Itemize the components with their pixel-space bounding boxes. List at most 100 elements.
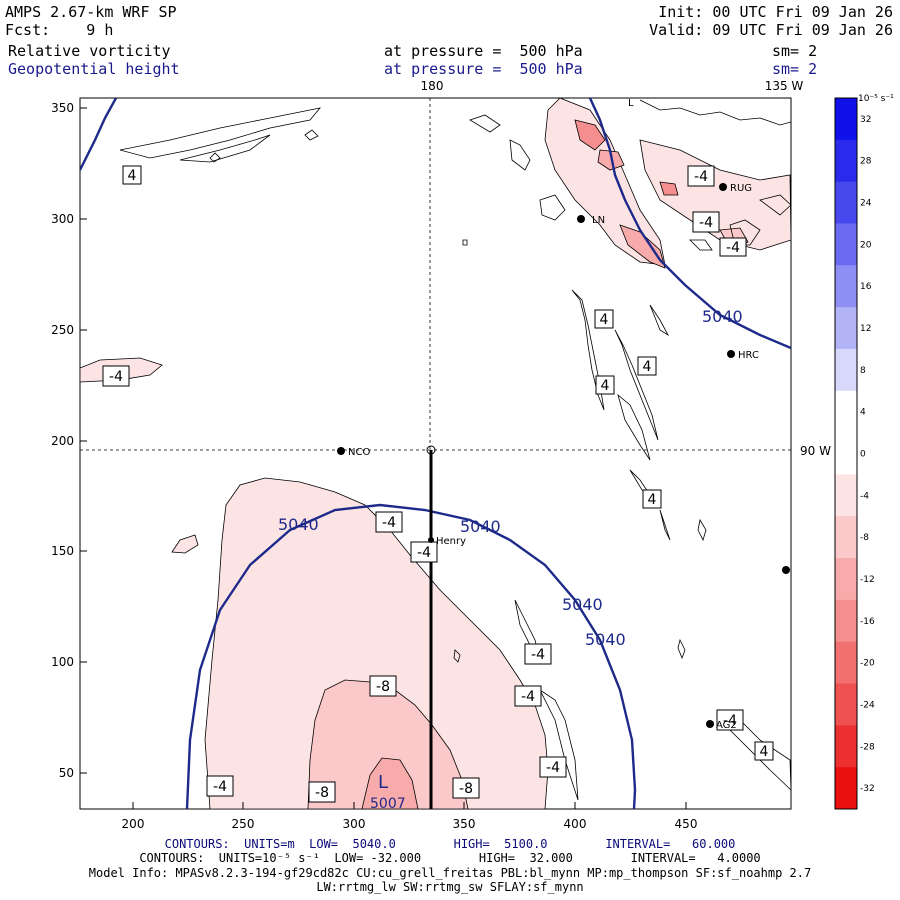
field-geopotential: Geopotential height (8, 60, 180, 78)
vort-label-text: -4 (531, 647, 545, 663)
vort-label: -4 (539, 756, 567, 778)
vort-label-text: -4 (546, 760, 560, 776)
colorbar-cell (835, 139, 857, 183)
station-label: AG2 (716, 720, 737, 731)
station[interactable]: NCO (337, 447, 370, 458)
station-label: HRC (738, 350, 759, 361)
colorbar-tick-label: 0 (860, 450, 866, 460)
y-tick-200: 200 (51, 434, 74, 448)
vort-label: 4 (754, 741, 774, 761)
y-tick-300: 300 (51, 212, 74, 226)
lon-label-135w: 135 W (765, 79, 804, 93)
vort-label: -4 (375, 511, 403, 533)
x-tick-450: 450 (675, 817, 698, 831)
pos-vort-streak-6 (538, 688, 579, 801)
pos-vort-small-7 (453, 649, 461, 663)
pos-vort-small-5 (659, 509, 671, 541)
vort-label-text: 4 (760, 744, 769, 760)
pos-vort-cluster-3 (689, 239, 713, 251)
height-contour-upper-left (80, 98, 118, 171)
vort-label-text: -4 (382, 515, 396, 531)
field-vorticity: Relative vorticity (8, 42, 171, 60)
station[interactable]: RUG (719, 183, 752, 194)
x-tick-400: 400 (564, 817, 587, 831)
colorbar-tick-label: 16 (860, 282, 872, 292)
vort-label: -4 (514, 685, 542, 707)
x-axis: 200 250 300 350 400 450 (122, 802, 698, 831)
colorbar-cell (835, 98, 857, 141)
footer-vorticity-contours: CONTOURS: UNITS=10⁻⁵ s⁻¹ LOW= -32.000 HI… (139, 851, 761, 865)
colorbar-tick-label: 4 (860, 408, 866, 418)
vort-label-text: -4 (694, 169, 708, 185)
model-title: AMPS 2.67-km WRF SP (5, 3, 177, 21)
stations: RUG LN HRC NCO Henry AG2 L (337, 98, 790, 731)
colorbar-cell (835, 181, 857, 224)
vort-label: -4 (716, 709, 744, 731)
pos-vort-streak-5 (617, 393, 651, 461)
vort-label: -8 (369, 675, 397, 697)
vorticity-contours (119, 99, 791, 801)
vorticity-fills (80, 98, 791, 809)
pos-vort-small-1 (209, 152, 221, 163)
vort-label-text: 4 (643, 359, 652, 375)
vort-label: -4 (410, 541, 438, 563)
smoothing-geopotential: sm= 2 (772, 60, 818, 78)
level-vorticity: at pressure = 500 hPa (384, 42, 583, 60)
y-tick-150: 150 (51, 544, 74, 558)
colorbar-cell (835, 474, 857, 517)
pos-vort-small-8 (697, 518, 707, 542)
colorbar-tick-label: 8 (860, 366, 866, 376)
pos-vort-streak-4 (614, 329, 659, 441)
colorbar-frame (834, 97, 858, 810)
height-contours (80, 98, 791, 809)
y-tick-50: 50 (59, 766, 74, 780)
station[interactable]: LN (577, 215, 605, 226)
lon-label-180: 180 (421, 79, 444, 93)
colorbar-cell (835, 599, 857, 643)
smoothing-vorticity: sm= 2 (772, 42, 818, 60)
y-tick-250: 250 (51, 323, 74, 337)
pos-vort-cluster-5 (759, 194, 791, 216)
colorbar-cell (835, 725, 857, 768)
colorbar-cell (835, 558, 857, 601)
colorbar-tick-label: 28 (860, 157, 872, 167)
vort-label: 4 (594, 309, 614, 329)
colorbar-tick-label: 24 (860, 199, 872, 209)
level-geopotential: at pressure = 500 hPa (384, 60, 583, 78)
height-label-2: 5040 (460, 517, 501, 536)
station[interactable]: L (628, 98, 634, 109)
colorbar-cell (835, 767, 857, 810)
vort-label: -8 (452, 777, 480, 799)
neg-vort-inner-core (361, 757, 419, 809)
colorbar-tick-label: -8 (860, 533, 869, 543)
pos-vort-cluster-8 (639, 99, 791, 126)
pole-marker (426, 445, 436, 455)
height-label-3: 5040 (562, 595, 603, 614)
vort-label: -4 (687, 165, 715, 187)
footer-model-info-2: LW:rrtmg_lw SW:rrtmg_sw SFLAY:sf_mynn (316, 880, 584, 894)
vort-label: -4 (206, 775, 234, 797)
valid-time: Valid: 09 UTC Fri 09 Jan 26 (649, 21, 893, 39)
station[interactable]: AG2 (706, 720, 737, 731)
colorbar-cell (835, 390, 857, 434)
vort-label-text: -4 (723, 713, 737, 729)
pos-vort-cluster-1 (509, 139, 531, 171)
height-contour-main (185, 503, 637, 809)
vort-label: 4 (642, 489, 662, 509)
colorbar-tick-label: -20 (860, 659, 875, 669)
colorbar-tick-label: 32 (860, 115, 871, 125)
station[interactable] (782, 566, 790, 574)
station[interactable]: HRC (727, 350, 759, 361)
vort-label: 4 (595, 375, 615, 395)
vort-label-text: 4 (128, 168, 137, 184)
station[interactable]: Henry (428, 536, 466, 547)
fcst-label: Fcst: (5, 21, 51, 39)
init-time: Init: 00 UTC Fri 09 Jan 26 (658, 3, 893, 21)
vort-label-text: 4 (648, 492, 657, 508)
vort-label-text: -4 (417, 545, 431, 561)
colorbar-ticks: 32 28 24 20 16 12 8 4 0 -4 -8 -12 -16 -20 -24 -28 -32 (860, 115, 875, 794)
pos-vort-small-2 (304, 129, 319, 141)
colorbar-cell (835, 307, 857, 350)
low-marker: L (378, 772, 388, 793)
